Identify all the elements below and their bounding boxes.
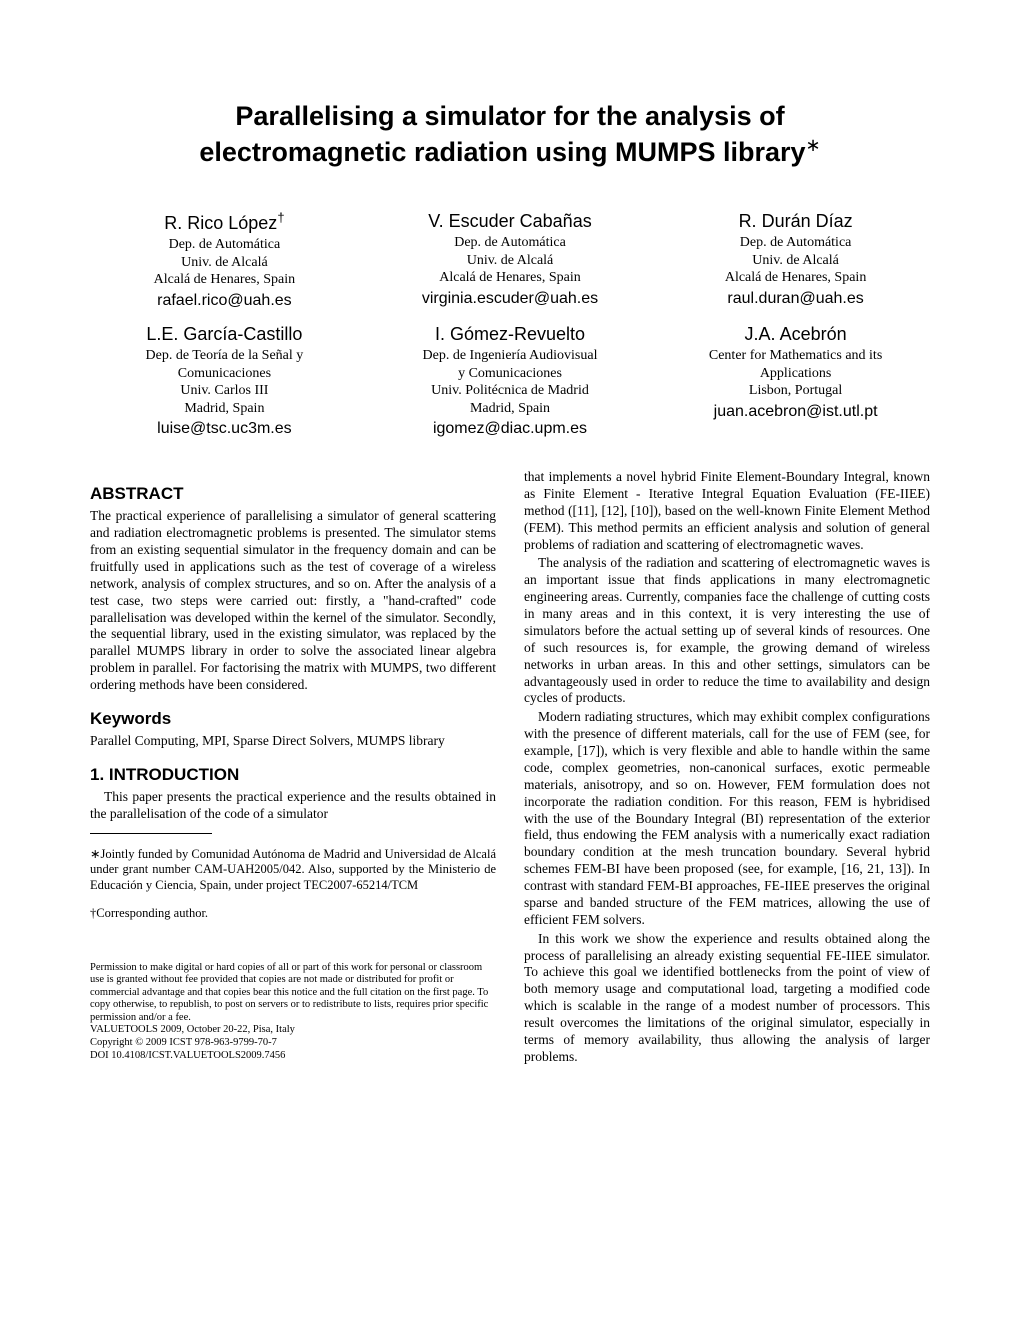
body-paragraph: that implements a novel hybrid Finite El… — [524, 469, 930, 553]
author-aff: Alcalá de Henares, Spain — [90, 271, 359, 289]
venue-text: VALUETOOLS 2009, October 20-22, Pisa, It… — [90, 1024, 496, 1037]
author-email: raul.duran@uah.es — [661, 289, 930, 309]
author-aff: Dep. de Automática — [376, 234, 645, 252]
authors-row-1: R. Rico López† Dep. de Automática Univ. … — [90, 210, 930, 311]
author-aff: Madrid, Spain — [376, 400, 645, 418]
intro-heading: 1. INTRODUCTION — [90, 764, 496, 785]
title-line-1: Parallelising a simulator for the analys… — [235, 101, 784, 131]
author-aff: Univ. Carlos III — [90, 382, 359, 400]
author-aff: y Comunicaciones — [376, 365, 645, 383]
paper-title: Parallelising a simulator for the analys… — [90, 100, 930, 170]
author-aff: Center for Mathematics and its — [661, 347, 930, 365]
permission-text: Permission to make digital or hard copie… — [90, 962, 496, 1025]
title-line-2: electromagnetic radiation using MUMPS li… — [199, 137, 805, 167]
author-aff: Applications — [661, 365, 930, 383]
footnote-funding: ∗Jointly funded by Comunidad Autónoma de… — [90, 847, 496, 894]
author-email: igomez@diac.upm.es — [376, 419, 645, 439]
body-paragraph: The analysis of the radiation and scatte… — [524, 555, 930, 707]
author-aff: Dep. de Automática — [661, 234, 930, 252]
intro-text: This paper presents the practical experi… — [90, 789, 496, 823]
footnote-corresponding: †Corresponding author. — [90, 906, 496, 922]
author-block: I. Gómez-Revuelto Dep. de Ingeniería Aud… — [376, 323, 645, 440]
author-aff: Dep. de Teoría de la Señal y — [90, 347, 359, 365]
paper-page: Parallelising a simulator for the analys… — [0, 0, 1020, 1320]
left-column: ABSTRACT The practical experience of par… — [90, 469, 496, 1068]
permission-block: Permission to make digital or hard copie… — [90, 962, 496, 1063]
author-email: juan.acebron@ist.utl.pt — [661, 402, 930, 422]
body-paragraph: Modern radiating structures, which may e… — [524, 709, 930, 928]
author-aff: Dep. de Ingeniería Audiovisual — [376, 347, 645, 365]
author-block: J.A. Acebrón Center for Mathematics and … — [661, 323, 930, 440]
title-marker: ∗ — [806, 135, 821, 155]
copyright-text: Copyright © 2009 ICST 978-963-9799-70-7 — [90, 1037, 496, 1050]
right-column: that implements a novel hybrid Finite El… — [524, 469, 930, 1068]
abstract-heading: ABSTRACT — [90, 483, 496, 504]
author-block: V. Escuder Cabañas Dep. de Automática Un… — [376, 210, 645, 311]
authors-row-2: L.E. García-Castillo Dep. de Teoría de l… — [90, 323, 930, 440]
author-name: L.E. García-Castillo — [90, 323, 359, 346]
author-aff: Alcalá de Henares, Spain — [376, 269, 645, 287]
keywords-text: Parallel Computing, MPI, Sparse Direct S… — [90, 733, 496, 750]
author-name: J.A. Acebrón — [661, 323, 930, 346]
author-aff: Univ. de Alcalá — [376, 252, 645, 270]
author-aff: Comunicaciones — [90, 365, 359, 383]
author-aff: Dep. de Automática — [90, 236, 359, 254]
author-aff: Univ. de Alcalá — [90, 254, 359, 272]
author-name: R. Durán Díaz — [661, 210, 930, 233]
author-email: rafael.rico@uah.es — [90, 291, 359, 311]
doi-text: DOI 10.4108/ICST.VALUETOOLS2009.7456 — [90, 1050, 496, 1063]
author-name: I. Gómez-Revuelto — [376, 323, 645, 346]
footnote-rule — [90, 833, 212, 834]
author-aff: Univ. Politécnica de Madrid — [376, 382, 645, 400]
abstract-text: The practical experience of parallelisin… — [90, 508, 496, 694]
author-name: V. Escuder Cabañas — [376, 210, 645, 233]
body-paragraph: In this work we show the experience and … — [524, 931, 930, 1066]
author-aff: Madrid, Spain — [90, 400, 359, 418]
author-aff: Univ. de Alcalá — [661, 252, 930, 270]
author-aff: Alcalá de Henares, Spain — [661, 269, 930, 287]
author-name: R. Rico López† — [90, 210, 359, 235]
author-email: luise@tsc.uc3m.es — [90, 419, 359, 439]
author-email: virginia.escuder@uah.es — [376, 289, 645, 309]
author-block: L.E. García-Castillo Dep. de Teoría de l… — [90, 323, 359, 440]
keywords-heading: Keywords — [90, 708, 496, 729]
body-columns: ABSTRACT The practical experience of par… — [90, 469, 930, 1068]
author-block: R. Durán Díaz Dep. de Automática Univ. d… — [661, 210, 930, 311]
author-block: R. Rico López† Dep. de Automática Univ. … — [90, 210, 359, 311]
author-aff: Lisbon, Portugal — [661, 382, 930, 400]
